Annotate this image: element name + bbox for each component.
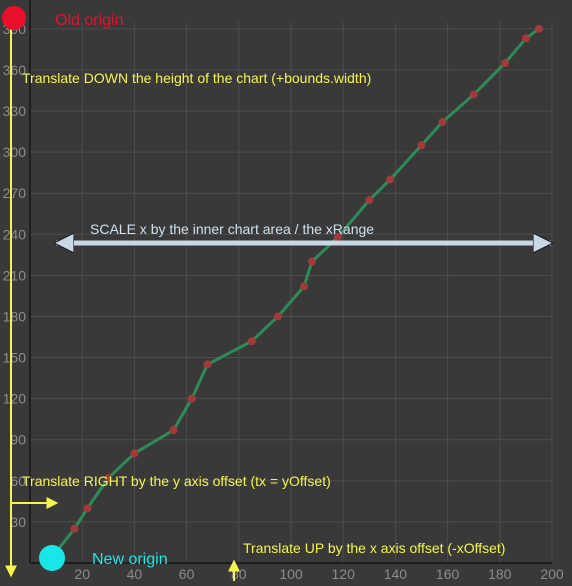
y-tick-label: 150 [3, 350, 27, 366]
data-point [130, 449, 139, 458]
scale-x-label: SCALE x by the inner chart area / the xR… [90, 221, 374, 237]
new-origin-label: New origin [92, 551, 168, 568]
translate-right-label: Translate RIGHT by the y axis offset (tx… [22, 473, 331, 489]
y-tick-label: 300 [3, 144, 27, 160]
y-tick-label: 330 [3, 103, 27, 119]
y-tick-label: 210 [3, 267, 27, 283]
data-point [203, 360, 212, 369]
annotation-overlay: Old origin Translate DOWN the height of … [2, 6, 551, 581]
data-point [534, 24, 543, 33]
data-point [187, 394, 196, 403]
y-tick-label: 270 [3, 185, 27, 201]
x-tick-label: 200 [540, 566, 564, 581]
x-tick-label: 60 [179, 566, 195, 581]
old-origin-label: Old origin [55, 12, 123, 29]
y-tick-label: 240 [3, 226, 27, 242]
data-point [104, 474, 113, 483]
new-origin-marker [39, 545, 65, 571]
y-tick-label: 60 [10, 473, 26, 489]
data-point [169, 426, 178, 435]
data-point [438, 117, 447, 126]
data-point [307, 257, 316, 266]
x-tick-label: 40 [127, 566, 143, 581]
old-origin-marker [2, 6, 26, 30]
y-tick-label: 30 [10, 514, 26, 530]
x-tick-label: 20 [74, 566, 90, 581]
y-tick-label: 90 [10, 432, 26, 448]
x-tick-labels: 20 40 60 80 100 120 140 160 180 200 [74, 566, 564, 582]
y-tick-label: 360 [3, 62, 27, 78]
x-tick-label: 160 [436, 566, 460, 581]
y-tick-labels: 306090120150180210240270300330360390 [3, 21, 27, 530]
x-tick-label: 100 [279, 566, 303, 581]
translate-up-label: Translate UP by the x axis offset (-xOff… [243, 540, 505, 556]
x-tick-label: 140 [384, 566, 408, 581]
data-point [417, 141, 426, 150]
data-point [469, 90, 478, 99]
axes [29, 0, 552, 564]
data-point [501, 59, 510, 68]
data-point [70, 524, 79, 533]
series-line-group [52, 24, 543, 557]
grid-lines [30, 22, 553, 563]
data-point [83, 504, 92, 513]
data-point [247, 337, 256, 346]
data-point [365, 196, 374, 205]
x-tick-label: 120 [332, 566, 356, 581]
y-tick-label: 180 [3, 308, 27, 324]
data-point [273, 312, 282, 321]
data-point [521, 34, 530, 43]
translate-down-label: Translate DOWN the height of the chart (… [22, 70, 371, 86]
data-point [386, 175, 395, 184]
y-tick-label: 120 [3, 391, 27, 407]
x-tick-label: 180 [488, 566, 512, 581]
data-point [300, 282, 309, 291]
